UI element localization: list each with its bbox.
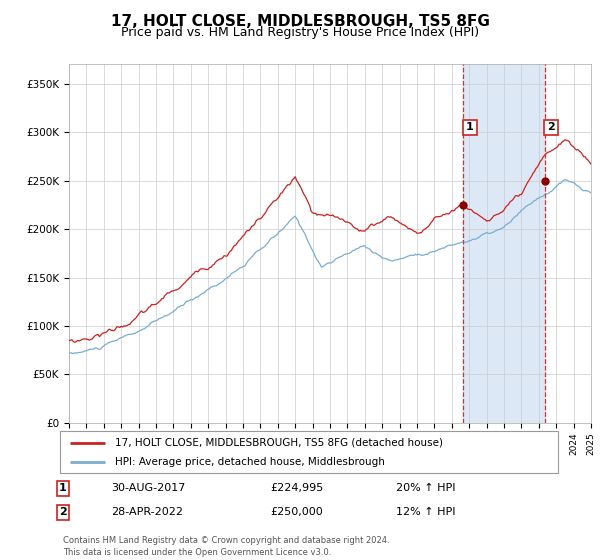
- Text: 1: 1: [59, 483, 67, 493]
- Text: 17, HOLT CLOSE, MIDDLESBROUGH, TS5 8FG: 17, HOLT CLOSE, MIDDLESBROUGH, TS5 8FG: [110, 14, 490, 29]
- Text: Contains HM Land Registry data © Crown copyright and database right 2024.: Contains HM Land Registry data © Crown c…: [63, 536, 389, 545]
- Bar: [463, 64, 545, 423]
- Text: 1: 1: [466, 123, 474, 132]
- Text: HPI: Average price, detached house, Middlesbrough: HPI: Average price, detached house, Midd…: [115, 457, 385, 467]
- Text: 12% ↑ HPI: 12% ↑ HPI: [396, 507, 455, 517]
- Text: Price paid vs. HM Land Registry's House Price Index (HPI): Price paid vs. HM Land Registry's House …: [121, 26, 479, 39]
- Text: 2: 2: [547, 123, 555, 132]
- Text: £250,000: £250,000: [270, 507, 323, 517]
- Text: 2: 2: [59, 507, 67, 517]
- Text: 28-APR-2022: 28-APR-2022: [111, 507, 183, 517]
- FancyBboxPatch shape: [60, 431, 558, 473]
- Text: 20% ↑ HPI: 20% ↑ HPI: [396, 483, 455, 493]
- Text: 17, HOLT CLOSE, MIDDLESBROUGH, TS5 8FG (detached house): 17, HOLT CLOSE, MIDDLESBROUGH, TS5 8FG (…: [115, 437, 443, 447]
- Text: This data is licensed under the Open Government Licence v3.0.: This data is licensed under the Open Gov…: [63, 548, 331, 557]
- Text: 30-AUG-2017: 30-AUG-2017: [111, 483, 185, 493]
- Text: £224,995: £224,995: [270, 483, 323, 493]
